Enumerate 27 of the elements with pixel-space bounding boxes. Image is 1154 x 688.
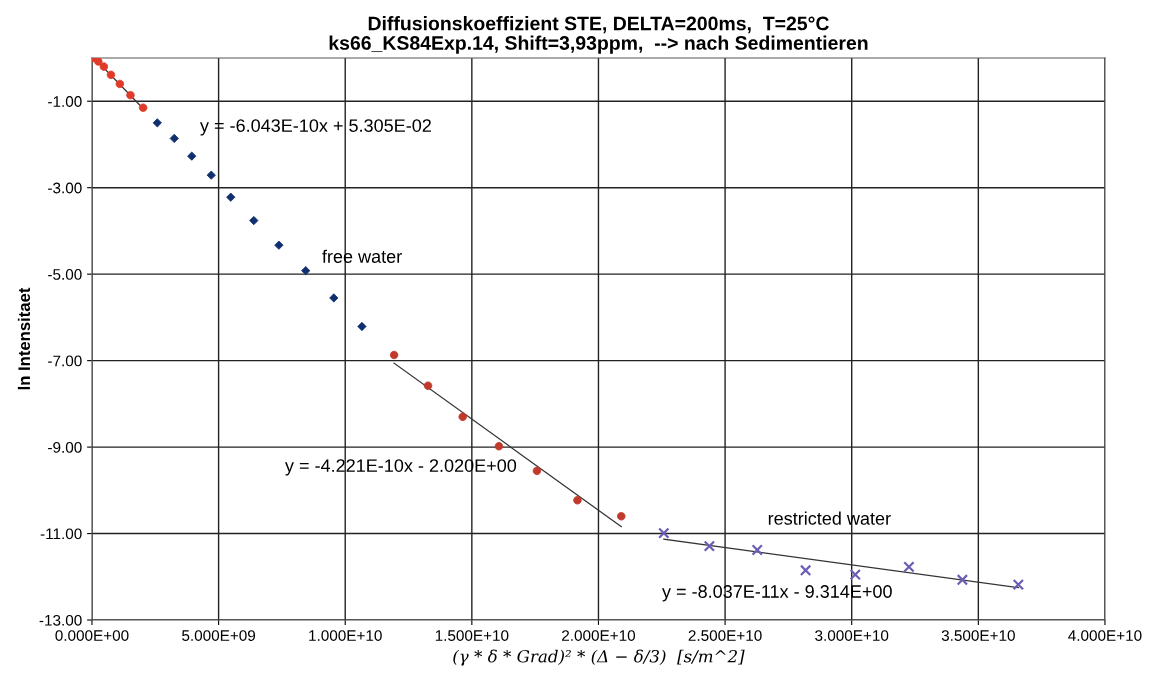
x-tick-label: 5.000E+09 <box>182 630 256 641</box>
x-tick-label: 3.000E+10 <box>815 630 889 641</box>
x-tick-label: 4.000E+10 <box>1068 630 1142 641</box>
x-tick-label: 2.000E+10 <box>562 630 636 641</box>
x-tick-label: 1.500E+10 <box>435 630 509 641</box>
y-tick-label: -13.00 <box>39 614 82 626</box>
y-tick-label: -11.00 <box>40 528 82 540</box>
y-tick-label: -3.00 <box>48 182 82 194</box>
point <box>903 561 915 573</box>
point <box>956 574 969 586</box>
point <box>751 544 764 556</box>
point <box>703 540 716 552</box>
point <box>1012 578 1025 591</box>
point <box>799 564 812 577</box>
x-tick-label: 0.000E+00 <box>55 630 129 641</box>
x-tick-label: 2.500E+10 <box>688 630 762 641</box>
x-tick-label: 1.000E+10 <box>309 630 382 641</box>
y-tick-label: -1.00 <box>48 96 82 107</box>
x-axis-title: (γ * δ * Grad)² * (Δ − δ/3) [s/m^2] <box>453 649 745 666</box>
point <box>658 527 670 539</box>
y-axis-title: ln Intensitaet <box>17 287 31 390</box>
x-tick-label: 3.500E+10 <box>941 630 1015 641</box>
y-tick-label: -9.00 <box>48 441 82 453</box>
y-tick-label: -5.00 <box>48 269 82 280</box>
chart-title: Diffusionskoeffizient STE, DELTA=200ms, T=25°C ks66_KS84Exp.14, Shift=3,93ppm, --> nach Sedimentieren <box>329 16 868 54</box>
point <box>849 568 862 581</box>
y-tick-label: -7.00 <box>48 355 82 367</box>
